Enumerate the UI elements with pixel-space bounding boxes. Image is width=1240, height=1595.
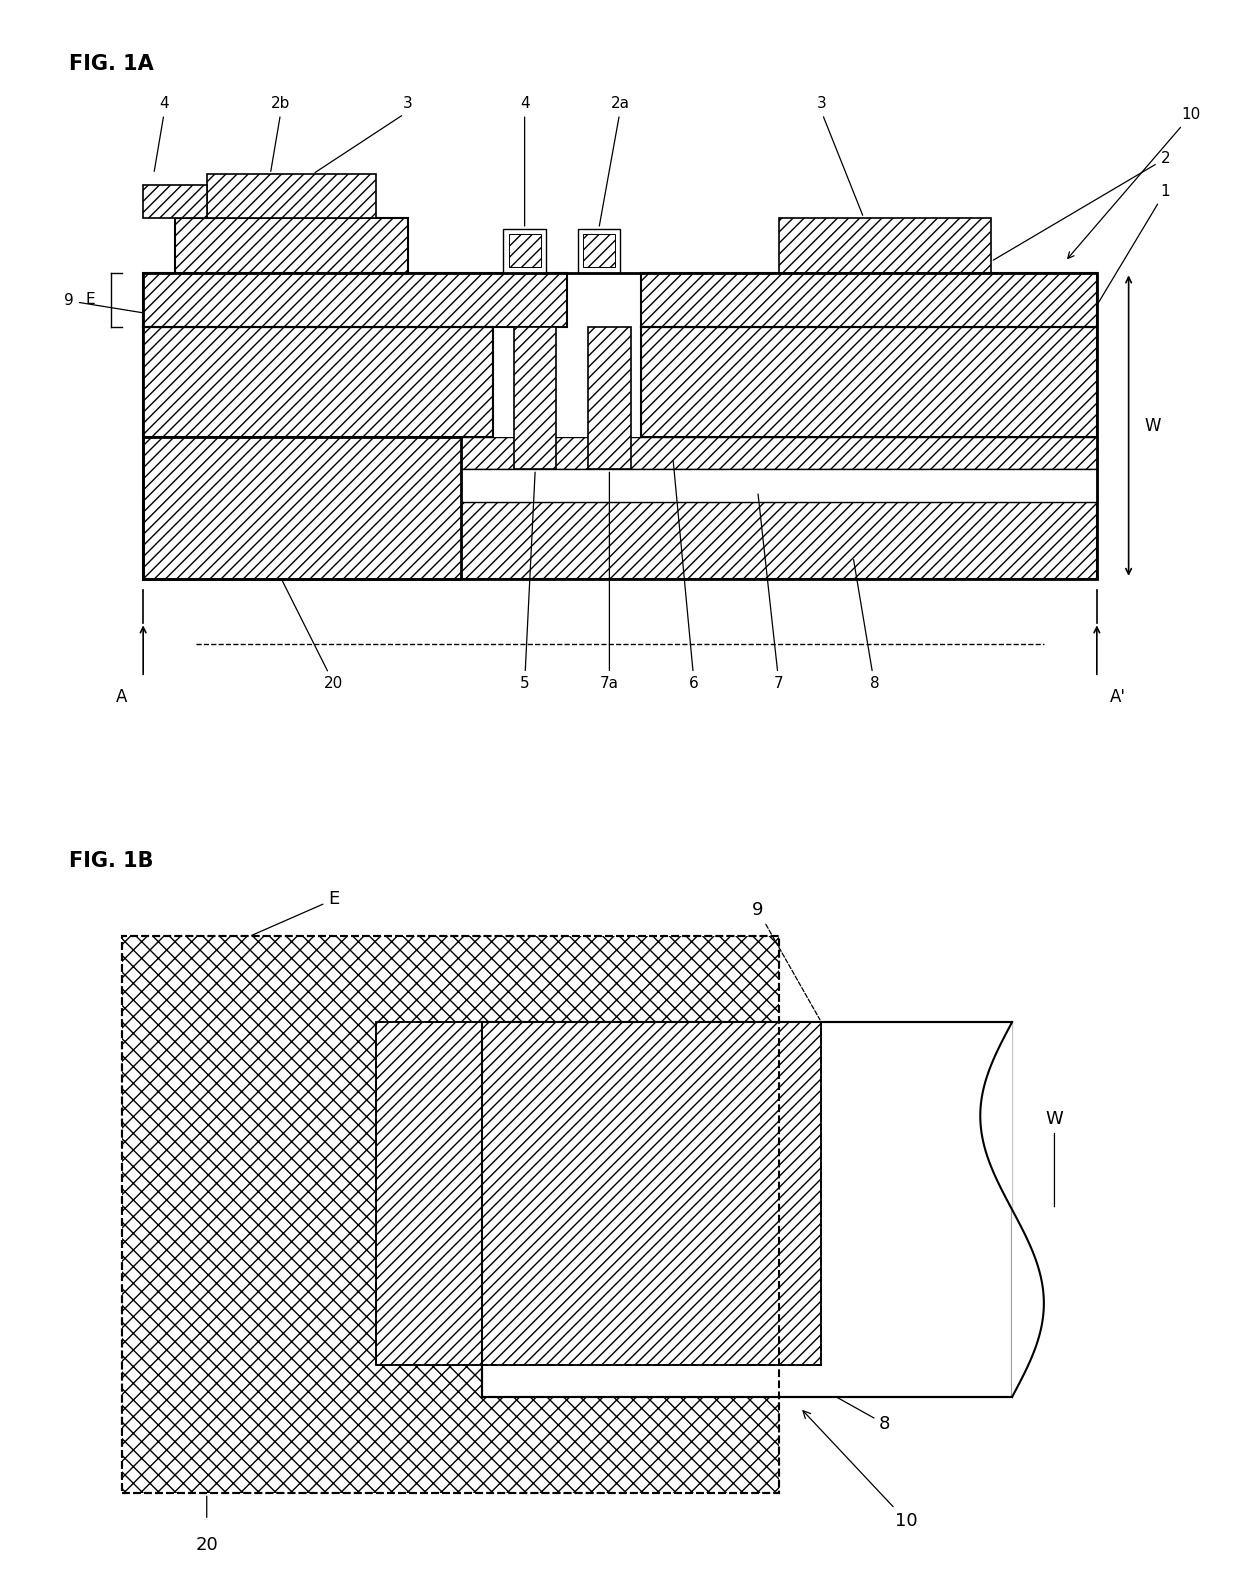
Text: 20: 20 [272,560,343,691]
Text: 3: 3 [816,96,863,215]
Text: 2: 2 [993,152,1171,260]
Bar [515,327,557,469]
Text: FIG. 1B: FIG. 1B [69,850,154,871]
Text: A': A' [1110,687,1126,707]
Bar [143,469,1097,502]
Bar [143,273,1097,579]
Bar [122,936,779,1493]
Bar [207,174,376,219]
Text: W: W [1145,416,1161,434]
Bar [143,273,567,327]
Bar [143,437,461,579]
Text: 6: 6 [673,461,699,691]
Bar [641,327,1097,437]
Text: E: E [252,890,340,935]
Text: 9: 9 [751,901,820,1019]
Text: 9: 9 [64,293,161,316]
Text: 10: 10 [1068,107,1200,258]
Text: 3: 3 [315,96,413,172]
Text: 1: 1 [1099,183,1171,303]
Text: 7: 7 [758,494,784,691]
Text: A: A [117,687,128,707]
Text: 10: 10 [804,1410,918,1530]
Bar [143,502,1097,579]
Text: W: W [1045,1110,1064,1207]
Text: 2a: 2a [599,96,630,226]
Text: E: E [86,292,95,308]
Text: 2b: 2b [270,96,290,171]
Bar [143,185,207,219]
Bar [143,327,492,437]
Text: 5: 5 [520,472,536,691]
Text: 8: 8 [853,560,879,691]
Bar [376,1022,821,1365]
Bar [508,234,541,266]
Bar [482,1022,1012,1397]
Text: 8: 8 [781,1367,890,1434]
Bar [143,437,1097,469]
Bar [641,273,1097,327]
Text: 4: 4 [520,96,529,226]
Bar [376,1022,821,1365]
Bar [779,219,991,273]
Bar [583,234,615,266]
Text: 4: 4 [154,96,169,171]
Bar [503,228,546,273]
Text: 7a: 7a [600,472,619,691]
Text: FIG. 1A: FIG. 1A [69,54,154,73]
Polygon shape [981,1022,1044,1397]
Bar [175,219,408,273]
Bar [578,228,620,273]
Bar [122,936,779,1493]
Bar [492,327,641,437]
Bar [588,327,631,469]
Text: 20: 20 [196,1536,218,1554]
